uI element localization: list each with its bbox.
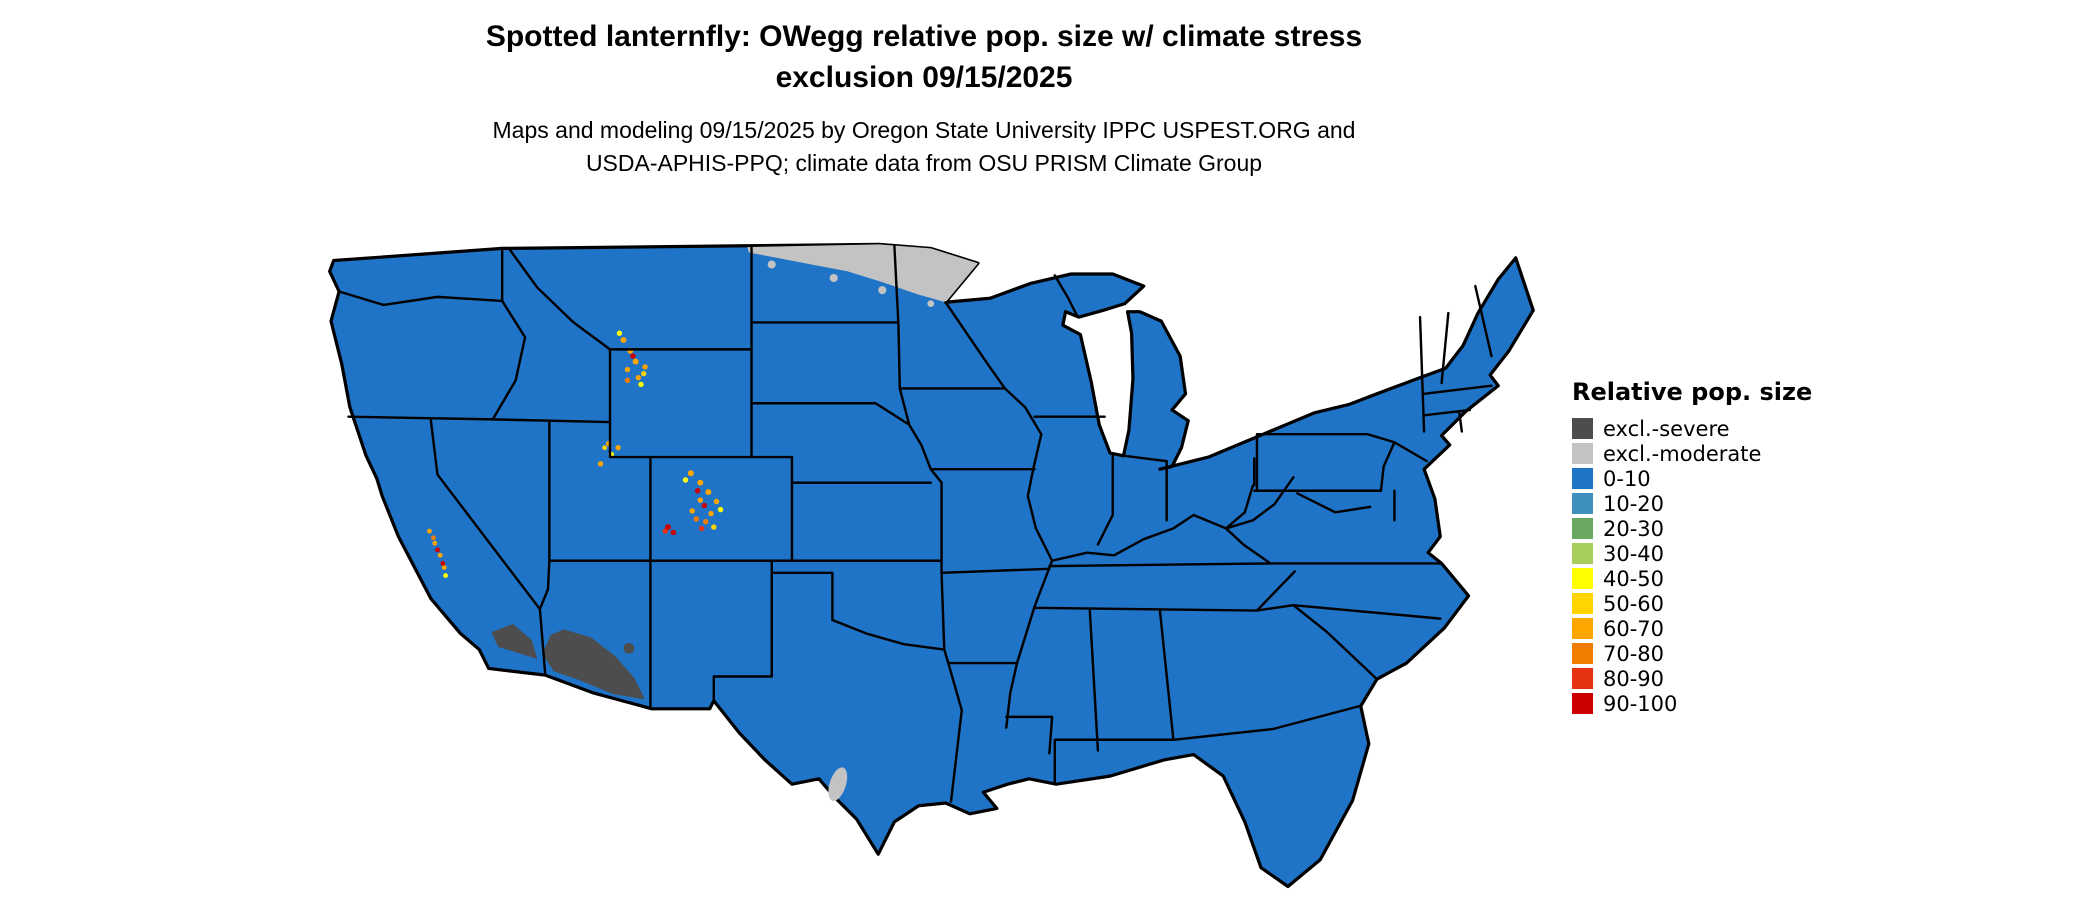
speckles-80-90 xyxy=(662,525,705,534)
map-subtitle: Maps and modeling 09/15/2025 by Oregon S… xyxy=(0,114,1848,180)
legend-item: excl.-severe xyxy=(1572,416,1872,441)
legend-swatch xyxy=(1572,593,1593,614)
legend: Relative pop. size excl.-severe excl.-mo… xyxy=(1572,378,1872,716)
legend-swatch xyxy=(1572,418,1593,439)
map-title: Spotted lanternfly: OWegg relative pop. … xyxy=(0,16,1848,98)
legend-item-label: 40-50 xyxy=(1603,566,1665,591)
legend-swatch xyxy=(1572,493,1593,514)
legend-item-label: 0-10 xyxy=(1603,466,1651,491)
legend-item-label: 60-70 xyxy=(1603,616,1665,641)
legend-item-label: excl.-moderate xyxy=(1603,441,1762,466)
legend-item: 80-90 xyxy=(1572,666,1872,691)
map-header: Spotted lanternfly: OWegg relative pop. … xyxy=(0,16,1848,180)
legend-item: 0-10 xyxy=(1572,466,1872,491)
legend-item: 20-30 xyxy=(1572,516,1872,541)
legend-swatch xyxy=(1572,668,1593,689)
legend-item: 60-70 xyxy=(1572,616,1872,641)
legend-item: 10-20 xyxy=(1572,491,1872,516)
map-title-line1: Spotted lanternfly: OWegg relative pop. … xyxy=(485,20,1363,53)
legend-swatch xyxy=(1572,468,1593,489)
map-subtitle-line2: USDA-APHIS-PPQ; climate data from OSU PR… xyxy=(585,150,1263,176)
legend-swatch xyxy=(1572,443,1593,464)
legend-swatch xyxy=(1572,518,1593,539)
exclusion-moderate-region xyxy=(747,244,978,802)
legend-swatch xyxy=(1572,543,1593,564)
legend-item: 50-60 xyxy=(1572,591,1872,616)
speckles-50-60 xyxy=(602,370,717,530)
legend-swatch xyxy=(1572,568,1593,589)
legend-swatch xyxy=(1572,693,1593,714)
legend-item-label: 20-30 xyxy=(1603,516,1665,541)
state-borders xyxy=(337,244,1493,803)
legend-item-label: 80-90 xyxy=(1603,666,1665,691)
legend-swatch xyxy=(1572,618,1593,639)
legend-item-label: 30-40 xyxy=(1603,541,1665,566)
legend-item: excl.-moderate xyxy=(1572,441,1872,466)
us-landmass xyxy=(328,242,1535,889)
legend-item-label: 10-20 xyxy=(1603,491,1665,516)
speckles-70-80 xyxy=(431,377,709,541)
legend-item-label: 50-60 xyxy=(1603,591,1665,616)
map-subtitle-line1: Maps and modeling 09/15/2025 by Oregon S… xyxy=(492,117,1356,143)
legend-swatch xyxy=(1572,643,1593,664)
legend-title: Relative pop. size xyxy=(1572,378,1813,406)
legend-item: 30-40 xyxy=(1572,541,1872,566)
exclusion-severe-region xyxy=(491,624,646,700)
us-map xyxy=(300,204,1540,904)
legend-item: 70-80 xyxy=(1572,641,1872,666)
map-title-line2: exclusion 09/15/2025 xyxy=(775,61,1073,94)
legend-item: 40-50 xyxy=(1572,566,1872,591)
legend-item: 90-100 xyxy=(1572,691,1872,716)
speckles-90-100 xyxy=(435,353,708,566)
legend-item-label: excl.-severe xyxy=(1603,416,1730,441)
us-map-svg xyxy=(328,242,1535,889)
legend-item-label: 90-100 xyxy=(1603,691,1678,716)
legend-item-label: 70-80 xyxy=(1603,641,1665,666)
